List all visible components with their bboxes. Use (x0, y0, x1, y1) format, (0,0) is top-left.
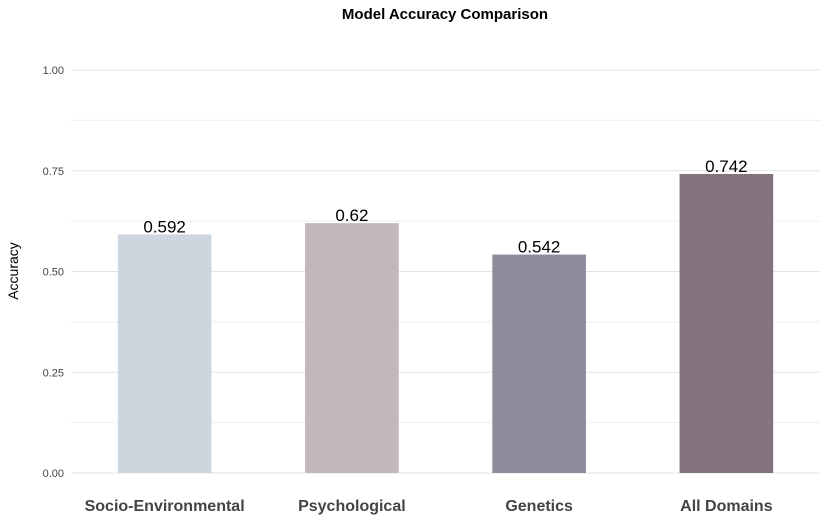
y-axis-label: Accuracy (5, 242, 21, 300)
y-tick-label: 1.00 (43, 65, 64, 77)
y-axis-ticks: 0.00 0.25 0.50 0.75 1.00 (43, 65, 64, 480)
y-tick-label: 0.25 (43, 367, 64, 379)
y-tick-label: 0.00 (43, 468, 64, 480)
x-tick-label: Psychological (298, 498, 406, 515)
bar (679, 173, 774, 473)
chart-title: Model Accuracy Comparison (342, 6, 548, 23)
bar (117, 234, 212, 473)
x-axis-ticks: Socio-Environmental Psychological Genetics… (85, 498, 773, 515)
bar-value-label: 0.542 (518, 238, 561, 257)
x-tick-label: All Domains (680, 498, 773, 515)
bar (492, 254, 586, 473)
bars (117, 173, 774, 473)
data-labels: 0.592 0.62 0.542 0.742 (143, 157, 747, 257)
y-tick-label: 0.75 (43, 166, 64, 178)
x-tick-label: Socio-Environmental (85, 498, 245, 515)
bar (305, 223, 399, 473)
bar-value-label: 0.592 (143, 217, 186, 236)
bar-value-label: 0.742 (705, 157, 748, 176)
x-tick-label: Genetics (505, 498, 573, 515)
y-tick-label: 0.50 (43, 267, 64, 279)
bar-value-label: 0.62 (335, 206, 368, 225)
